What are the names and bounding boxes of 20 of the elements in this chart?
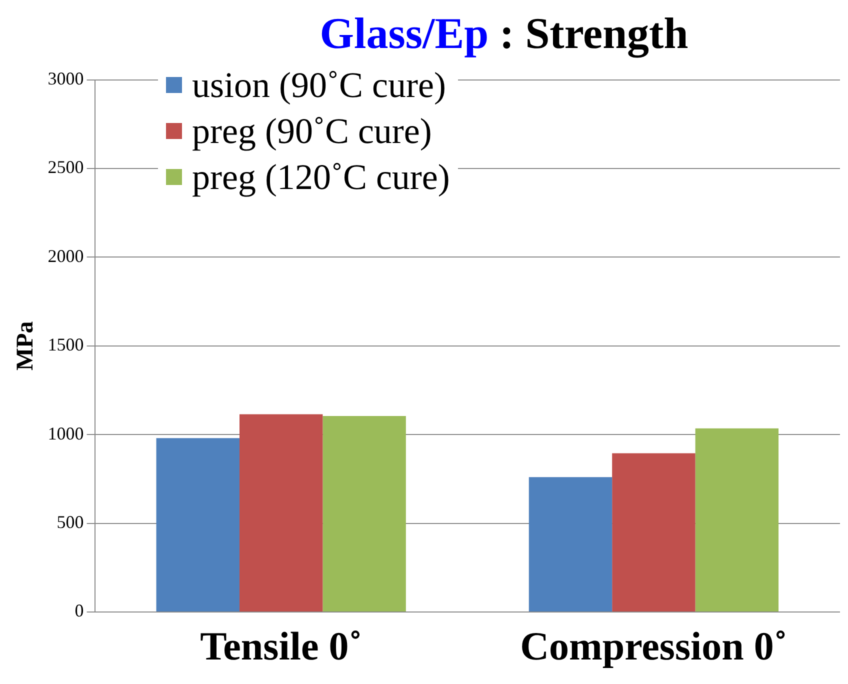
y-tick-label: 1500 (48, 334, 84, 355)
bar (528, 477, 612, 612)
bar (695, 428, 779, 612)
y-tick-label: 3000 (48, 68, 84, 89)
bar (612, 453, 696, 612)
bar (156, 438, 240, 612)
legend-label: preg (90˚C cure) (192, 110, 432, 153)
legend-label: usion (90˚C cure) (192, 64, 446, 107)
y-tick-label: 2000 (48, 246, 84, 266)
y-axis-title: MPa (12, 321, 39, 371)
legend-label: preg (120˚C cure) (192, 156, 450, 199)
y-tick-label: 0 (74, 600, 84, 621)
bar (322, 416, 406, 612)
bar (239, 414, 323, 612)
chart-title: Glass/Ep : Strength (318, 8, 690, 60)
y-tick-label: 1000 (48, 423, 84, 444)
y-tick-label: 500 (56, 512, 84, 532)
y-tick-label: 2500 (48, 157, 84, 178)
x-tick-label: Tensile 0˚ (200, 623, 362, 668)
x-tick-label: Compression 0˚ (520, 623, 788, 668)
